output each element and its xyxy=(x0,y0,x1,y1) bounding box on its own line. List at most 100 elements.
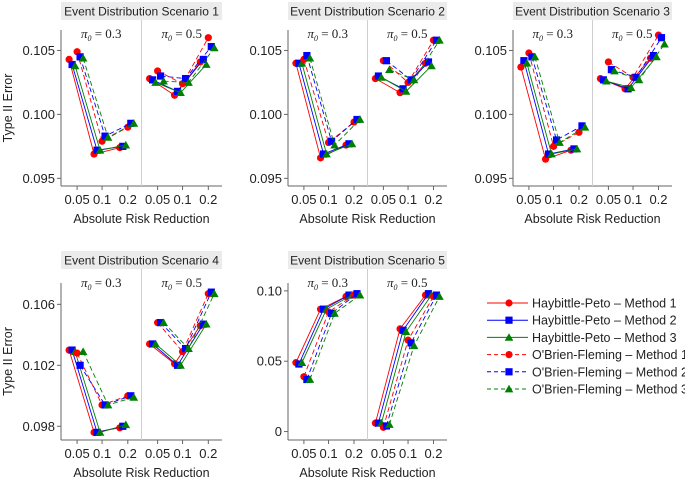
subpanel-label: π0 = 0.3 xyxy=(532,26,573,43)
y-tick-label: 0 xyxy=(275,424,282,439)
x-tick-label: 0.1 xyxy=(399,192,417,207)
marker-square xyxy=(199,320,207,328)
marker-square xyxy=(505,368,513,376)
subpanel-label: π0 = 0.5 xyxy=(612,26,653,43)
marker-triangle xyxy=(297,358,307,367)
marker-square xyxy=(149,76,157,84)
marker-triangle xyxy=(322,149,331,158)
marker-triangle xyxy=(522,59,532,67)
panel-scenario-4: Event Distribution Scenario 4 0.098 0.102 0… xyxy=(1,251,222,480)
marker-triangle xyxy=(151,78,160,86)
strip-header xyxy=(288,2,447,20)
x-tick-label: 0.05 xyxy=(516,192,541,207)
x-tick-label: 0.1 xyxy=(399,446,417,461)
marker-square xyxy=(399,85,407,93)
marker-square xyxy=(570,145,578,153)
marker-square xyxy=(68,60,76,69)
marker-square xyxy=(327,137,336,145)
x-tick-label: 0.05 xyxy=(64,192,89,207)
marker-square xyxy=(207,288,215,296)
x-tick-label: 0.1 xyxy=(320,192,338,207)
legend-entry: O'Brien-Fleming – Method 1 xyxy=(487,348,685,362)
marker-triangle xyxy=(151,339,160,348)
y-tick-label: 0.05 xyxy=(257,354,282,369)
marker-triangle xyxy=(121,140,131,149)
marker-triangle xyxy=(435,292,444,300)
marker-triangle xyxy=(78,347,88,355)
panel-title: Event Distribution Scenario 4 xyxy=(64,254,219,268)
panel-scenario-5: Event Distribution Scenario 5 0 0.05 0.10 Ab… xyxy=(257,251,447,480)
x-tick-label: 0.05 xyxy=(145,446,170,461)
marker-square xyxy=(157,72,165,80)
marker-square xyxy=(528,53,536,61)
marker-circle xyxy=(505,299,513,307)
marker-square xyxy=(345,140,353,148)
y-tick-label: 0.098 xyxy=(22,419,55,434)
x-tick-label: 0.05 xyxy=(291,192,316,207)
legend-entry: Haybittle-Peto – Method 3 xyxy=(487,331,677,345)
series-line xyxy=(303,294,355,377)
marker-triangle xyxy=(409,341,419,350)
strip-header xyxy=(61,2,222,20)
subpanel-label: π0 = 0.3 xyxy=(307,275,348,292)
x-axis-label: Absolute Risk Reduction xyxy=(299,466,435,479)
marker-square xyxy=(199,55,207,64)
legend: Haybittle-Peto – Method 1 Haybittle-Peto … xyxy=(487,297,685,397)
legend-entry: Haybittle-Peto – Method 1 xyxy=(487,297,677,311)
marker-triangle xyxy=(504,384,514,393)
marker-triangle xyxy=(95,428,105,436)
x-tick-label: 0.1 xyxy=(93,446,111,461)
series-line xyxy=(76,352,128,406)
strip-header xyxy=(61,251,222,269)
x-tick-label: 0.05 xyxy=(596,192,621,207)
marker-square xyxy=(432,291,441,299)
marker-triangle xyxy=(129,119,139,127)
subpanel-label: π0 = 0.5 xyxy=(161,275,202,292)
x-tick-label: 0.2 xyxy=(424,446,442,461)
strip-header xyxy=(288,251,447,269)
marker-circle xyxy=(73,349,81,357)
marker-square xyxy=(607,66,615,74)
panel-title: Event Distribution Scenario 5 xyxy=(290,254,445,268)
marker-triangle xyxy=(610,66,619,75)
marker-square xyxy=(93,146,101,154)
subpanel-label: π0 = 0.5 xyxy=(387,275,428,292)
y-tick-label: 0.105 xyxy=(474,43,507,58)
marker-triangle xyxy=(660,39,669,48)
legend-label: Haybittle-Peto – Method 3 xyxy=(532,331,677,345)
marker-square xyxy=(353,290,361,298)
x-tick-label: 0.2 xyxy=(424,192,442,207)
series-line xyxy=(377,293,429,424)
marker-triangle xyxy=(103,133,113,141)
x-axis-label: Absolute Risk Reduction xyxy=(73,212,209,226)
subpanel-label: π0 = 0.3 xyxy=(81,26,122,43)
marker-circle xyxy=(204,34,212,42)
legend-entry: O'Brien-Fleming – Method 3 xyxy=(487,383,685,397)
marker-triangle xyxy=(210,43,219,52)
marker-square xyxy=(181,344,190,353)
marker-square xyxy=(353,115,361,124)
x-tick-label: 0.2 xyxy=(345,446,363,461)
marker-triangle xyxy=(330,140,339,149)
marker-triangle xyxy=(547,149,556,158)
marker-triangle xyxy=(355,115,365,123)
legend-entry: O'Brien-Fleming – Method 2 xyxy=(487,365,685,379)
x-axis-label: Absolute Risk Reduction xyxy=(73,466,209,479)
panel-scenario-1: Event Distribution Scenario 1 0.095 0.100 0… xyxy=(1,2,222,226)
y-tick-label: 0.100 xyxy=(249,107,282,122)
marker-square xyxy=(76,361,84,369)
marker-triangle xyxy=(580,122,590,131)
marker-triangle xyxy=(129,393,139,401)
marker-square xyxy=(345,291,353,299)
strip-header xyxy=(513,2,672,20)
marker-triangle xyxy=(78,53,88,62)
x-tick-label: 0.2 xyxy=(345,192,363,207)
series-line xyxy=(608,34,659,78)
marker-triangle xyxy=(377,73,386,81)
marker-square xyxy=(157,319,165,327)
marker-square xyxy=(303,375,311,384)
series-line xyxy=(380,294,432,424)
marker-square xyxy=(207,43,215,51)
panel-scenario-3: Event Distribution Scenario 3 0.095 0.100 0… xyxy=(474,2,672,226)
marker-square xyxy=(399,326,407,334)
